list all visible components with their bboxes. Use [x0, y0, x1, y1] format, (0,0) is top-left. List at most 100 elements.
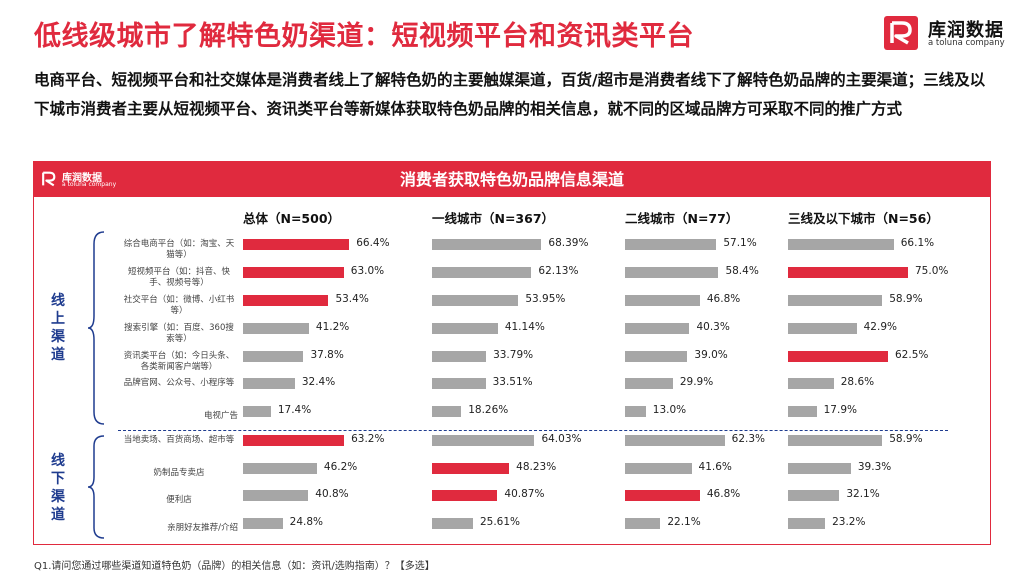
value-label: 29.9% — [679, 376, 714, 388]
value-label: 17.4% — [277, 404, 312, 416]
bar — [625, 489, 700, 501]
panel-title: 消费者获取特色奶品牌信息渠道 — [399, 170, 624, 189]
value-label: 48.23% — [516, 461, 557, 473]
bar — [788, 462, 851, 474]
bar — [432, 405, 462, 417]
bar — [788, 517, 826, 529]
bar — [788, 238, 894, 250]
bar — [243, 322, 309, 334]
value-label: 40.87% — [504, 488, 545, 500]
column-header: 总体（N=500） — [243, 211, 341, 226]
bar — [625, 434, 725, 446]
bar — [432, 434, 535, 446]
bar — [243, 405, 271, 417]
bar — [432, 266, 532, 278]
footnote: Q1.请问您通过哪些渠道知道特色奶（品牌）的相关信息（如：资讯/选购指南）？【多… — [34, 561, 435, 572]
value-label: 33.79% — [493, 349, 534, 361]
value-label: 24.8% — [289, 516, 324, 528]
value-label: 37.8% — [310, 349, 344, 361]
bar — [243, 517, 283, 529]
bar — [625, 266, 719, 278]
value-label: 63.2% — [351, 433, 385, 445]
value-label: 58.4% — [725, 265, 759, 277]
value-label: 42.9% — [863, 321, 897, 333]
bar — [243, 294, 329, 306]
bar — [432, 517, 473, 529]
value-label: 17.9% — [823, 404, 857, 416]
group-label-offline: 线下渠道 — [51, 453, 65, 523]
bar — [625, 238, 717, 250]
bar — [625, 462, 692, 474]
bar — [788, 322, 857, 334]
category-label: 综合电商平台（如：淘宝、天猫等） — [123, 238, 235, 260]
value-label: 23.2% — [832, 516, 866, 528]
panel-logo: 库润数据 a toluna company — [38, 168, 128, 192]
value-label: 18.26% — [468, 404, 509, 416]
value-label: 62.3% — [731, 433, 766, 445]
bar — [432, 462, 510, 474]
logo-r-icon — [884, 16, 918, 50]
intro-text: 电商平台、短视频平台和社交媒体是消费者线上了解特色奶的主要触媒渠道，百货/超市是… — [34, 71, 986, 118]
value-label: 53.95% — [525, 293, 566, 305]
category-label: 社交平台（如：微博、小红书等） — [123, 294, 235, 316]
value-label: 32.4% — [301, 376, 336, 388]
value-label: 22.1% — [667, 516, 701, 528]
category-label: 资讯类平台（如：今日头条、各类新闻客户端等） — [123, 350, 235, 372]
category-label: 便利店 — [166, 494, 192, 505]
bar — [625, 377, 673, 389]
bar — [788, 434, 883, 446]
category-label: 电视广告 — [203, 410, 238, 421]
brand-logo: 库润数据 a toluna company — [884, 16, 1014, 52]
value-label: 46.8% — [706, 488, 741, 500]
bar — [432, 350, 487, 362]
bar — [432, 294, 519, 306]
bar — [625, 517, 661, 529]
group-label-online: 线上渠道 — [51, 293, 65, 363]
logo-sub-text: a toluna company — [928, 38, 1005, 48]
bar — [625, 405, 646, 417]
offline-brace-icon — [87, 435, 105, 539]
bar — [788, 489, 840, 501]
panel-logo-sub: a toluna company — [62, 181, 117, 188]
bar — [788, 266, 908, 278]
category-label: 品牌官网、公众号、小程序等 — [123, 377, 235, 388]
value-label: 46.2% — [323, 461, 358, 473]
bar — [625, 350, 688, 362]
bar — [625, 294, 700, 306]
bar — [243, 434, 345, 446]
category-label: 亲朋好友推荐/介绍 — [167, 522, 238, 533]
value-label: 41.2% — [315, 321, 350, 333]
value-label: 32.1% — [846, 488, 880, 500]
bar — [432, 377, 486, 389]
panel-header — [34, 162, 990, 197]
value-label: 64.03% — [541, 433, 582, 445]
value-label: 25.61% — [479, 516, 521, 528]
value-label: 57.1% — [723, 237, 757, 249]
value-label: 58.9% — [889, 293, 923, 305]
value-label: 63.0% — [350, 265, 385, 277]
value-label: 40.3% — [696, 321, 730, 333]
value-label: 68.39% — [548, 237, 589, 249]
panel-logo-r-icon — [42, 171, 56, 187]
category-label: 短视频平台（如：抖音、快手、视频号等） — [127, 266, 230, 288]
bar — [243, 350, 304, 362]
value-label: 53.4% — [335, 293, 369, 305]
panel-logo-brand: 库润数据 — [62, 173, 102, 184]
bar — [432, 489, 498, 501]
bar — [243, 238, 350, 250]
bar — [788, 294, 883, 306]
bar — [243, 377, 295, 389]
value-label: 66.4% — [356, 237, 390, 249]
value-label: 39.3% — [857, 461, 892, 473]
value-label: 40.8% — [315, 488, 349, 500]
value-label: 39.0% — [694, 349, 728, 361]
value-label: 13.0% — [652, 404, 687, 416]
category-label: 搜索引擎（如：百度、360搜索等） — [124, 322, 234, 344]
online-brace-icon — [87, 231, 105, 425]
value-label: 62.13% — [538, 265, 579, 277]
logo-brand-text: 库润数据 — [928, 20, 1004, 41]
value-label: 33.51% — [492, 376, 533, 388]
value-label: 41.6% — [698, 461, 732, 473]
column-header: 一线城市（N=367） — [432, 211, 555, 226]
bar — [432, 238, 542, 250]
